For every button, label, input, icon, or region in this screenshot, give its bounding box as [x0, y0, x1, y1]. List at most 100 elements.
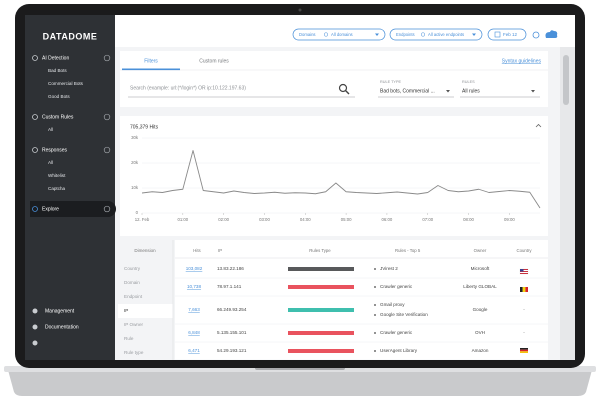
ip-address: 13.83.22.186 [217, 266, 244, 271]
search-icon[interactable] [338, 83, 348, 93]
y-tick-label: 20k [131, 160, 139, 165]
nav-item[interactable]: Commercial Bots [48, 81, 84, 86]
hits-link[interactable]: 6,848 [188, 330, 200, 335]
dimension-option[interactable]: Domain [124, 280, 140, 285]
hits-link[interactable]: 6,471 [188, 348, 200, 353]
sidebar [25, 15, 115, 360]
x-tick-label: 04:00 [300, 217, 311, 222]
country: - [523, 307, 525, 312]
filter-pill[interactable] [292, 28, 386, 41]
rule-name: Crawler generic [380, 284, 413, 289]
nav-item[interactable]: Bad Bots [48, 68, 67, 73]
nav-icon [32, 308, 38, 314]
hits-link[interactable]: 10,738 [187, 284, 201, 289]
filter-label: Endpoints [396, 32, 415, 37]
x-tick-label: 03:00 [259, 217, 270, 222]
x-tick-label: 08:00 [463, 217, 474, 222]
filter-info-icon [420, 32, 426, 37]
info-icon [103, 205, 111, 213]
nav-item[interactable]: Good Bots [48, 94, 70, 99]
filter-caret [472, 33, 476, 36]
filter-label: Domains [299, 32, 316, 37]
ip-address: 66.249.93.254 [217, 307, 247, 312]
help-icon[interactable] [32, 340, 38, 346]
filter-value: All active endpoints [428, 32, 464, 37]
tab[interactable]: Custom rules [199, 58, 229, 64]
table-panel [175, 240, 548, 360]
sidebar-nav: AI Detection Bad Bots Commercial Bots Good … [32, 54, 111, 346]
collapse-icon[interactable] [535, 123, 542, 128]
bullet [374, 350, 376, 352]
cloud-icon[interactable] [545, 30, 558, 38]
field-label: RULE TYPE [380, 80, 401, 84]
hits-link[interactable]: 7,663 [188, 307, 200, 312]
dimension-option[interactable]: Country [124, 266, 141, 271]
ip-address: 54.29.193.121 [217, 348, 247, 353]
tab[interactable]: Filters [144, 58, 158, 64]
dropdown-caret[interactable] [446, 90, 450, 93]
refresh-icon[interactable] [532, 31, 540, 39]
column-header: Rules Type [309, 248, 331, 253]
dimension-option[interactable]: Rule type [124, 350, 144, 355]
field-value[interactable]: Bad bots, Commercial ... [380, 88, 435, 94]
bullet [374, 268, 376, 270]
hits-line [141, 150, 541, 209]
y-tick-label: 10k [131, 185, 139, 190]
camera [298, 8, 302, 12]
nav-item[interactable]: Captcha [48, 186, 66, 191]
results-table: Dimension Country Domain Endpoint IP IP Owner… [124, 248, 548, 360]
info-icon [103, 146, 111, 154]
column-header: Rules - Top 5 [395, 248, 421, 253]
scrollbar-thumb[interactable] [563, 55, 569, 105]
filter-value: All domains [331, 32, 353, 37]
x-tick-label: 06:00 [382, 217, 393, 222]
date-value: Feb 12 [503, 32, 518, 37]
top-filters: Domains All domains Endpoints All active en… [292, 28, 527, 41]
owner: Google [473, 307, 488, 312]
dimension-option[interactable]: Rule [124, 336, 134, 341]
chart-panel [120, 116, 548, 236]
rule-name: Gmail proxy [380, 302, 405, 307]
field-label: RULES [462, 80, 475, 84]
laptop-base [8, 370, 592, 396]
x-tick-label: 07:00 [422, 217, 433, 222]
dropdown-caret[interactable] [531, 90, 535, 93]
logo: DATADOME [43, 31, 98, 41]
nav-footer-item[interactable]: Management [45, 308, 75, 314]
bullet [374, 304, 376, 306]
nav-footer-item[interactable]: Documentation [45, 324, 79, 330]
active-tab-underline [122, 68, 180, 71]
rule-name: Crawler generic [380, 330, 413, 335]
owner: Liberty GLOBAL [463, 284, 497, 289]
nav-section[interactable]: Explore [42, 206, 59, 212]
nav-section[interactable]: AI Detection [42, 55, 69, 61]
search-placeholder[interactable]: Search (example: url:(*/login*) OR ip:10… [130, 85, 246, 91]
flag-be [520, 287, 528, 292]
active-nav-highlight [30, 201, 116, 217]
dimension-option[interactable]: IP [124, 308, 128, 313]
nav-item[interactable]: All [48, 160, 53, 165]
rule-name: UserAgent Library [380, 348, 418, 353]
rule-type-bar [288, 285, 354, 289]
rule-name: Google Site Verification [380, 312, 428, 317]
country: - [523, 330, 525, 335]
nav-section[interactable]: Custom Rules [42, 114, 74, 120]
rule-type-bar [288, 349, 354, 353]
syntax-link[interactable]: Syntax guidelines [502, 58, 542, 64]
nav-section[interactable]: Responses [42, 147, 68, 153]
owner: Amazon [472, 348, 489, 353]
nav-item[interactable]: All [48, 127, 53, 132]
hits-chart: 705,379 Hits 0 10k 20k 30k 12. Feb 01:00 02:00 0… [130, 124, 541, 222]
dimension-option[interactable]: Endpoint [124, 294, 143, 299]
dimension-option[interactable]: IP Owner [124, 322, 144, 327]
selected-dimension [118, 304, 173, 318]
hits-link[interactable]: 103,082 [186, 266, 203, 271]
field-value[interactable]: All rules [462, 88, 480, 94]
nav-item[interactable]: Whitelist [48, 173, 66, 178]
search-icon-handle [345, 90, 350, 95]
nav-icon [32, 147, 38, 153]
owner: Microsoft [471, 266, 490, 271]
nav-icon [32, 324, 38, 330]
filter-pill[interactable] [389, 28, 483, 41]
